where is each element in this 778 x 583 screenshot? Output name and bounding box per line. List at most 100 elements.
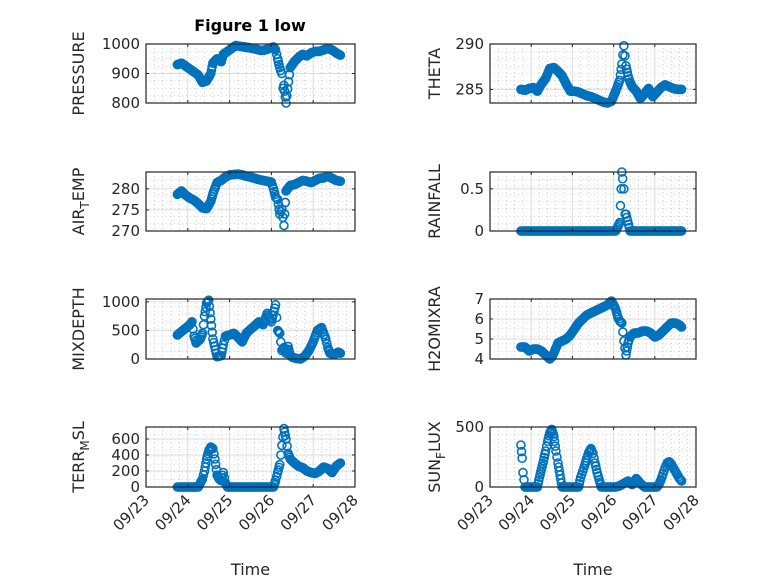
data-point — [618, 327, 628, 337]
data-point — [516, 440, 526, 450]
data-point — [273, 56, 284, 67]
y-tick-label: 0.5 — [460, 180, 484, 198]
data-point — [271, 471, 282, 482]
x-tick-label: 09/26 — [577, 491, 620, 534]
y-axis-label: PRESSURE — [69, 31, 88, 115]
data-point — [271, 312, 282, 323]
data-point — [517, 453, 527, 464]
data-point — [206, 320, 217, 331]
data-point — [200, 462, 211, 472]
data-point — [274, 462, 284, 473]
y-tick-label: 800 — [111, 94, 140, 112]
y-tick-label: 0 — [474, 222, 484, 240]
y-tick-label: 280 — [111, 180, 140, 198]
data-point — [614, 219, 624, 230]
subplot-mixdepth: 0 500 1000 MIXDEPTH — [69, 287, 356, 371]
data-point — [270, 44, 280, 54]
y-tick-label: 500 — [111, 321, 140, 339]
x-tick-label: 09/26 — [235, 491, 278, 534]
y-axis-label: TERRMSL — [69, 421, 92, 494]
data-point — [217, 347, 227, 357]
data-point — [201, 458, 211, 468]
axes-background — [490, 172, 696, 231]
x-tick-label: 09/27 — [618, 491, 661, 534]
y-tick-label: 290 — [455, 35, 484, 53]
y-tick-label: 0 — [130, 478, 140, 496]
x-axis-label: Time — [572, 560, 612, 579]
data-point — [533, 475, 544, 486]
axes-frame — [489, 43, 697, 104]
data-point — [621, 346, 632, 356]
data-point — [655, 476, 666, 487]
data-point — [188, 324, 198, 334]
data-point — [550, 441, 561, 452]
data-point — [593, 471, 603, 482]
data-point — [676, 475, 686, 486]
data-point — [320, 331, 330, 342]
y-tick-label: 900 — [111, 65, 140, 83]
data-point — [207, 327, 217, 338]
y-tick-label: 0 — [474, 478, 484, 496]
data-point — [204, 301, 215, 312]
subplot-theta: 285 290 THETA — [425, 35, 697, 108]
data-point — [673, 319, 684, 330]
data-point — [283, 76, 294, 87]
data-point — [186, 318, 197, 328]
y-tick-label: 270 — [111, 222, 140, 240]
y-axis-label: SUNFLUX — [425, 421, 448, 493]
data-point — [591, 464, 602, 475]
data-point — [205, 70, 215, 80]
y-tick-label: 4 — [474, 350, 484, 368]
data-point — [549, 436, 560, 447]
data-point — [620, 50, 630, 61]
data-point — [334, 176, 345, 186]
data-point — [265, 315, 276, 325]
x-tick-label: 09/28 — [660, 491, 703, 534]
data-point — [616, 184, 626, 194]
y-axis-label: AIRTEMP — [69, 167, 92, 235]
subplot-air_temp: 270 275 280 AIRTEMP — [69, 167, 356, 240]
y-tick-label: 400 — [111, 446, 140, 464]
y-tick-label: 6 — [474, 310, 484, 328]
x-tick-label: 09/27 — [277, 491, 320, 534]
y-tick-label: 0 — [130, 350, 140, 368]
axes-frame — [489, 298, 697, 360]
axes-frame — [489, 171, 697, 232]
x-axis-label: Time — [230, 560, 270, 579]
x-tick-label: 09/25 — [193, 491, 236, 534]
y-tick-label: 500 — [455, 418, 484, 436]
data-point — [271, 193, 282, 204]
axes-frame — [145, 426, 356, 488]
data-point — [536, 466, 546, 477]
data-point — [617, 173, 628, 184]
data-point — [280, 92, 291, 102]
axes-frame — [145, 298, 356, 360]
data-point — [205, 307, 215, 318]
y-tick-label: 1000 — [102, 293, 140, 311]
data-point — [274, 62, 285, 73]
data-point — [334, 458, 345, 469]
subplot-h2omixra: 4 5 6 7 H2OMIXRA — [425, 286, 697, 372]
data-point — [619, 41, 629, 51]
axes-frame — [145, 171, 356, 232]
data-point — [575, 475, 585, 486]
data-point — [282, 441, 292, 452]
y-tick-label: 200 — [111, 462, 140, 480]
data-point — [280, 430, 291, 441]
data-point — [196, 330, 207, 340]
y-tick-label: 7 — [474, 290, 484, 308]
data-point — [280, 197, 291, 208]
data-point — [657, 471, 667, 482]
x-tick-label: 09/23 — [454, 491, 497, 534]
data-point — [274, 204, 284, 215]
data-point — [205, 314, 216, 324]
data-point — [203, 296, 213, 306]
y-tick-label: 5 — [474, 330, 484, 348]
data-point — [551, 446, 561, 456]
x-tick-label: 09/28 — [319, 491, 362, 534]
y-tick-label: 275 — [111, 201, 140, 219]
y-tick-label: 285 — [455, 80, 484, 98]
data-point — [282, 91, 292, 101]
